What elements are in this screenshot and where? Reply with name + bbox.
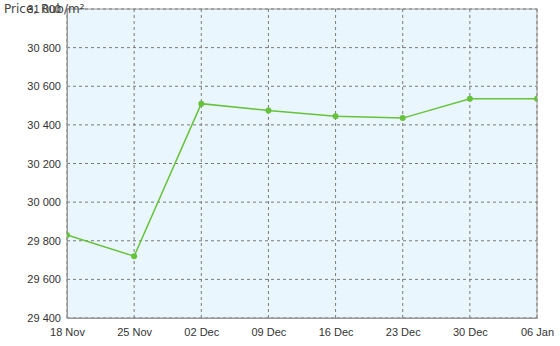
x-tick: 30 Dec [453,318,488,338]
grid-line [67,240,537,241]
x-tick-label: 25 Nov [117,326,152,338]
y-tick: 30 600 [27,80,67,92]
grid-line [67,318,537,319]
grid-line [67,9,537,10]
y-tick-label: 30 800 [27,42,61,54]
grid-line [201,9,202,318]
grid-line [335,9,336,318]
y-tick: 30 000 [27,196,67,208]
y-tick-label: 30 000 [27,196,61,208]
y-tick: 29 400 [27,312,67,324]
point [265,107,271,113]
line [67,99,537,256]
x-tick: 06 Jan [521,318,554,338]
x-tick-label: 23 Dec [386,326,421,338]
series [67,96,537,259]
point [131,253,137,259]
x-tick-label: 16 Dec [319,326,354,338]
x-tick: 09 Dec [251,318,286,338]
grid-line [402,9,403,318]
point [400,115,406,121]
y-axis-title: Price, Rub/m² [4,2,85,16]
y-tick: 30 400 [27,119,67,131]
grid-line [67,47,537,48]
x-tick: 23 Dec [386,318,421,338]
grid-line [67,202,537,203]
y-tick: 30 800 [27,42,67,54]
y-tick: 30 200 [27,158,67,170]
grid-line [134,9,135,318]
y-tick: 29 600 [27,273,67,285]
y-tick-label: 29 400 [27,312,61,324]
point [198,101,204,107]
y-tick-label: 30 600 [27,80,61,92]
y-tick: 29 800 [27,235,67,247]
point [67,232,70,238]
grid-line [268,9,269,318]
x-tick-label: 09 Dec [251,326,286,338]
x-tick: 18 Nov [50,318,85,338]
x-axis: 18 Nov 25 Nov 02 Dec 09 Dec 16 Dec 23 Dec 30 D… [50,318,554,338]
y-axis: 29 400 29 600 29 800 30 000 30 200 30 400 30 6… [27,3,67,324]
grid-line [67,279,537,280]
grid-line [67,86,537,87]
grid-line [537,9,538,318]
x-tick-label: 18 Nov [50,326,85,338]
x-axis-line [68,318,538,319]
x-tick: 02 Dec [184,318,219,338]
point [534,96,537,102]
grid [67,9,537,318]
x-tick: 25 Nov [117,318,152,338]
y-tick-label: 29 800 [27,235,61,247]
x-tick-label: 02 Dec [184,326,219,338]
x-tick-label: 30 Dec [453,326,488,338]
x-tick-label: 06 Jan [521,326,554,338]
grid-line [469,9,470,318]
chart: 29 400 29 600 29 800 30 000 30 200 30 400 30 6… [0,0,560,346]
grid-line [67,124,537,125]
grid-line [67,9,68,318]
plot: 29 400 29 600 29 800 30 000 30 200 30 400 30 6… [27,3,554,338]
y-tick-label: 30 400 [27,119,61,131]
x-tick: 16 Dec [319,318,354,338]
plot-background [67,9,537,318]
y-axis-line [67,10,68,319]
point [467,96,473,102]
point [333,113,339,119]
y-tick-label: 29 600 [27,273,61,285]
grid-line [67,163,537,164]
y-tick-label: 30 200 [27,158,61,170]
